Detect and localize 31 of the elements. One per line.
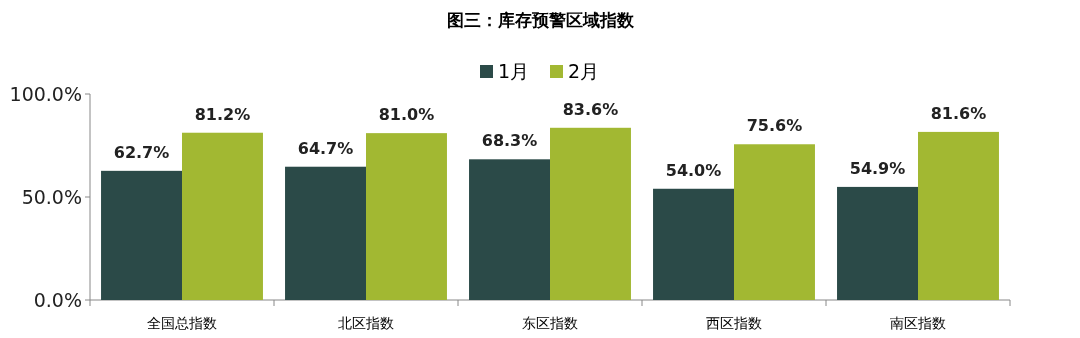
data-label: 62.7%: [113, 142, 170, 162]
y-tick-label: 0.0%: [33, 289, 82, 311]
bar: [366, 133, 447, 300]
bar: [653, 188, 734, 300]
x-tick-label: 北区指数: [338, 315, 394, 331]
data-label: 81.6%: [930, 103, 987, 123]
x-tick-label: 全国总指数: [147, 315, 217, 331]
bar: [837, 186, 918, 300]
data-label: 54.0%: [665, 160, 722, 180]
data-label: 64.7%: [297, 138, 354, 158]
legend-label: 2月: [568, 60, 600, 82]
data-label: 81.2%: [194, 104, 251, 124]
y-tick-label: 50.0%: [21, 186, 82, 208]
data-label: 83.6%: [562, 99, 619, 119]
data-label: 75.6%: [746, 116, 803, 136]
bar: [734, 144, 815, 300]
bar: [469, 159, 550, 300]
data-label: 68.3%: [481, 131, 538, 151]
bar: [918, 131, 999, 300]
bar: [550, 127, 631, 300]
data-label: 54.9%: [849, 158, 906, 178]
chart-title: 图三：库存预警区域指数: [446, 10, 635, 30]
bar: [182, 132, 263, 300]
x-tick-label: 南区指数: [890, 315, 946, 331]
x-tick-label: 西区指数: [706, 315, 762, 331]
bar: [101, 170, 182, 300]
data-label: 81.0%: [378, 105, 435, 125]
legend-label: 1月: [498, 60, 530, 82]
y-tick-label: 100.0%: [9, 83, 82, 105]
x-tick-label: 东区指数: [522, 315, 578, 331]
bar: [285, 166, 366, 300]
